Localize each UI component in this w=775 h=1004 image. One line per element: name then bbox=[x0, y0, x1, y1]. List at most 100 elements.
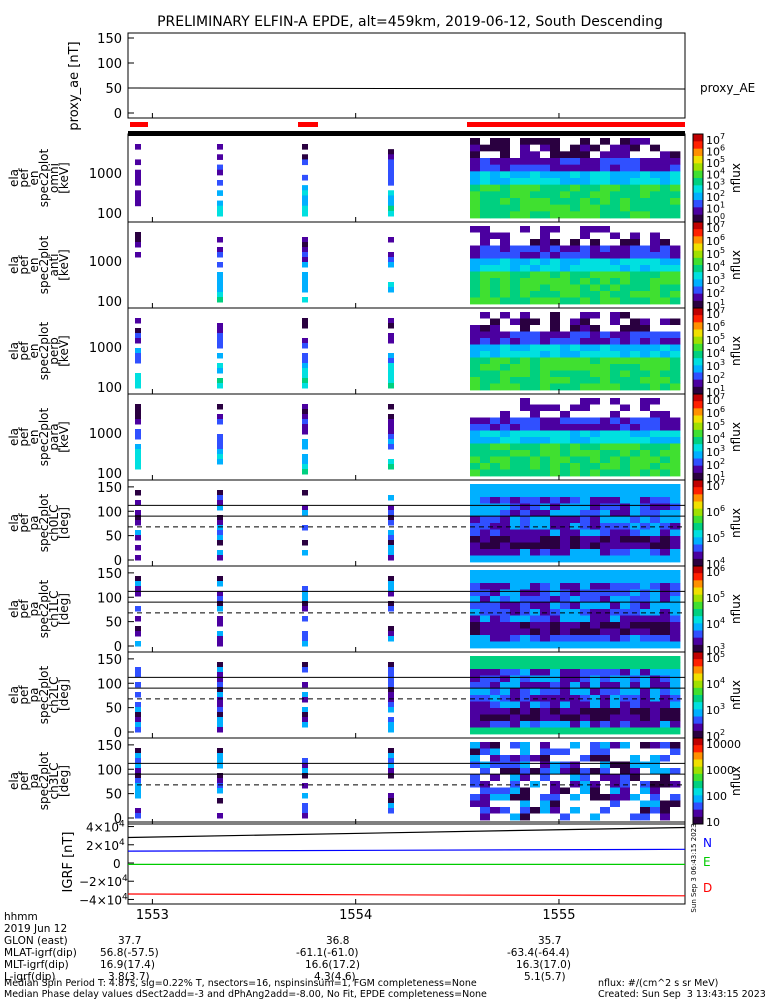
spectrogram-cell bbox=[660, 398, 671, 405]
spectrogram-cell bbox=[570, 628, 581, 636]
spectrogram-cell bbox=[650, 198, 661, 206]
spectrogram-cell bbox=[650, 768, 661, 775]
spectrogram-cell bbox=[490, 669, 501, 676]
spectrogram-cell bbox=[490, 641, 501, 649]
spectrogram-cell bbox=[610, 635, 621, 642]
spectrogram-cell bbox=[470, 536, 481, 543]
spectrogram-cell bbox=[470, 239, 481, 246]
spectrogram-cell bbox=[217, 333, 223, 339]
spectrogram-cell bbox=[480, 695, 491, 702]
colorbar-segment bbox=[693, 279, 703, 284]
spectrogram-cell bbox=[540, 675, 551, 683]
spectrogram-cell bbox=[630, 164, 641, 172]
footer-label-l: L-igrf(dip) bbox=[4, 971, 56, 983]
spectrogram-cell bbox=[388, 358, 394, 364]
spectrogram-cell bbox=[590, 503, 601, 511]
spectrogram-cell bbox=[550, 484, 561, 491]
spectrogram-cell bbox=[490, 430, 501, 438]
spectrogram-cell bbox=[610, 463, 621, 470]
proxy-ae-ytick-label: 50 bbox=[105, 82, 122, 97]
spectrogram-cell bbox=[640, 682, 651, 689]
spectrogram-cell bbox=[530, 503, 541, 511]
spectrogram-cell bbox=[520, 398, 531, 405]
spectrogram-cell bbox=[470, 497, 481, 504]
spectrogram-cell bbox=[650, 800, 661, 808]
spectrogram-cell bbox=[600, 727, 611, 735]
spectrogram-cell bbox=[640, 727, 651, 735]
spectrogram-cell bbox=[630, 615, 641, 623]
spectrogram-cell bbox=[660, 151, 671, 159]
spectrogram-cell bbox=[302, 490, 308, 496]
spectrogram-cell bbox=[670, 351, 681, 358]
spectrogram-cell bbox=[490, 787, 501, 795]
spectrogram-cell bbox=[480, 338, 491, 345]
spectrogram-ylabel-line: pef bbox=[17, 427, 31, 447]
spectrogram-cell bbox=[470, 542, 481, 550]
spectrogram-cell bbox=[530, 484, 541, 491]
spectrogram-cell bbox=[570, 549, 581, 556]
spectrogram-cell bbox=[520, 641, 531, 649]
spectrogram-cell bbox=[620, 312, 631, 319]
spectrogram-ylabel-line: [deg] bbox=[57, 507, 71, 539]
spectrogram-cell bbox=[217, 530, 223, 536]
spectrogram-cell bbox=[500, 807, 511, 814]
spectrogram-cell bbox=[135, 555, 141, 561]
colorbar-tick-label: 103 bbox=[706, 702, 725, 717]
spectrogram-cell bbox=[580, 271, 591, 279]
spectrogram-cell bbox=[530, 151, 541, 159]
spectrogram-cell bbox=[640, 555, 651, 563]
colorbar-segment bbox=[693, 684, 703, 689]
spectrogram-cell bbox=[480, 232, 491, 240]
spectrogram-cell bbox=[500, 138, 511, 146]
spectrogram-ylabel-line: ela bbox=[7, 428, 21, 446]
spectrogram-cell bbox=[610, 688, 621, 696]
spectrogram-cell bbox=[600, 245, 611, 253]
spectrogram-cell bbox=[600, 807, 611, 814]
spectrogram-cell bbox=[302, 318, 308, 324]
colorbar-segment bbox=[693, 669, 703, 674]
spectrogram-cell bbox=[630, 748, 641, 756]
spectrogram-cell bbox=[490, 383, 501, 391]
spectrogram-cell bbox=[600, 701, 611, 709]
spectrogram-cell bbox=[470, 178, 481, 186]
spectrogram-cell bbox=[560, 430, 571, 438]
spectrogram-cell bbox=[650, 364, 661, 371]
spectrogram-cell bbox=[480, 463, 491, 470]
spectrogram-cell bbox=[560, 701, 571, 709]
colorbar-segment bbox=[693, 419, 703, 424]
spectrogram-cell bbox=[135, 169, 141, 176]
spectrogram-cell bbox=[620, 701, 631, 709]
spectrogram-cell bbox=[388, 257, 394, 263]
spectrogram-cell bbox=[480, 198, 491, 206]
spectrogram-cell bbox=[217, 798, 223, 804]
spectrogram-cell bbox=[590, 232, 601, 240]
spectrogram-cell bbox=[660, 622, 671, 629]
spectrogram-cell bbox=[217, 525, 223, 531]
spectrogram-cell bbox=[510, 503, 521, 511]
spectrogram-cell bbox=[670, 635, 681, 642]
spectrogram-cell bbox=[670, 364, 681, 371]
spectrogram-cell bbox=[520, 164, 531, 172]
spectrogram-cell bbox=[570, 622, 581, 629]
spectrogram-cell bbox=[590, 662, 601, 670]
colorbar-segment bbox=[693, 347, 703, 352]
spectrogram-cell bbox=[660, 555, 671, 563]
spectrogram-cell bbox=[540, 576, 551, 584]
spectrogram-cell bbox=[480, 742, 491, 749]
spectrogram-cell bbox=[388, 535, 394, 541]
spectrogram-cell bbox=[510, 497, 521, 504]
spectrogram-cell bbox=[670, 178, 681, 186]
spectrogram-cell bbox=[650, 510, 661, 517]
spectrogram-ytick-label: 100 bbox=[97, 381, 122, 396]
spectrogram-cell bbox=[620, 615, 631, 623]
spectrogram-ytick-label: 50 bbox=[105, 702, 122, 717]
colorbar-segment bbox=[693, 677, 703, 682]
spectrogram-ylabel-line: ch0LC bbox=[47, 505, 61, 542]
colorbar-segment bbox=[693, 759, 703, 764]
spectrogram-cell bbox=[630, 463, 641, 470]
spectrogram-cell bbox=[630, 284, 641, 292]
spectrogram-cell bbox=[480, 184, 491, 192]
colorbar-segment bbox=[693, 691, 703, 696]
spectrogram-cell bbox=[480, 424, 491, 431]
